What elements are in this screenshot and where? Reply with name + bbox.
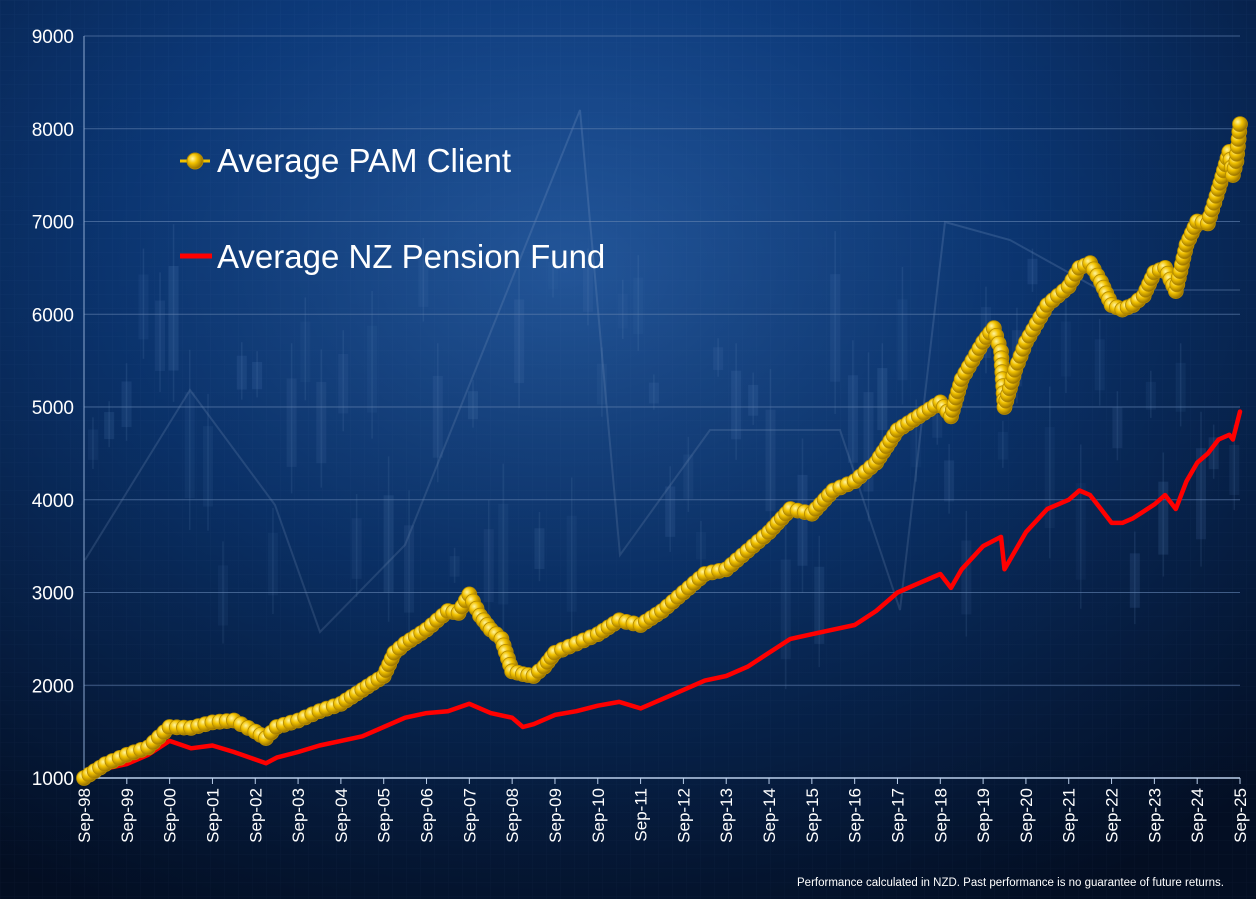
x-tick-label: Sep-17 <box>888 788 907 843</box>
x-tick-label: Sep-19 <box>974 788 993 843</box>
x-tick-label: Sep-04 <box>332 788 351 843</box>
x-tick-label: Sep-05 <box>375 788 394 843</box>
y-tick-label: 5000 <box>32 398 74 419</box>
legend-item-nz: Average NZ Pension Fund <box>180 238 605 275</box>
x-tick-label: Sep-98 <box>75 788 94 843</box>
x-tick-label: Sep-24 <box>1188 788 1207 843</box>
x-tick-label: Sep-09 <box>546 788 565 843</box>
series-pam-client <box>76 116 1248 786</box>
legend-label-pam: Average PAM Client <box>217 142 511 179</box>
x-tick-label: Sep-08 <box>503 788 522 843</box>
y-tick-label: 7000 <box>32 213 74 234</box>
x-tick-label: Sep-13 <box>717 788 736 843</box>
footnote: Performance calculated in NZD. Past perf… <box>797 877 1224 889</box>
y-tick-label: 8000 <box>32 120 74 141</box>
x-tick-label: Sep-07 <box>460 788 479 843</box>
series-nz-pension <box>81 409 1243 781</box>
legend-item-pam: Average PAM Client <box>180 142 511 179</box>
y-tick-label: 1000 <box>32 769 74 790</box>
x-tick-label: Sep-03 <box>289 788 308 843</box>
y-tick-label: 4000 <box>32 491 74 512</box>
x-tick-label: Sep-12 <box>674 788 693 843</box>
x-tick-label: Sep-00 <box>161 788 180 843</box>
y-axis: 1000 2000 3000 4000 5000 6000 7000 8000 9000 <box>32 27 85 790</box>
x-tick-label: Sep-21 <box>1060 788 1079 843</box>
x-axis: Sep-98 Sep-99 Sep-00 Sep-01 Sep-02 Sep-03 Sep-… <box>75 777 1250 843</box>
y-tick-label: 3000 <box>32 584 74 605</box>
x-tick-label: Sep-20 <box>1017 788 1036 843</box>
y-tick-label: 2000 <box>32 676 74 697</box>
x-tick-label: Sep-01 <box>203 788 222 843</box>
legend-label-nz: Average NZ Pension Fund <box>217 238 605 275</box>
legend-swatch-pam-marker <box>186 152 204 170</box>
x-tick-label: Sep-10 <box>589 788 608 843</box>
series-layer <box>76 116 1248 786</box>
x-tick-label: Sep-16 <box>846 788 865 843</box>
x-tick-label: Sep-06 <box>418 788 437 843</box>
legend: Average PAM Client Average NZ Pension Fu… <box>180 142 605 275</box>
x-tick-label: Sep-02 <box>246 788 265 843</box>
y-tick-label: 6000 <box>32 305 74 326</box>
series-nz-pension-line <box>81 409 1243 781</box>
y-tick-label: 9000 <box>32 27 74 48</box>
x-tick-label: Sep-22 <box>1103 788 1122 843</box>
x-tick-label: Sep-15 <box>803 788 822 843</box>
x-tick-label: Sep-18 <box>931 788 950 843</box>
x-tick-label: Sep-23 <box>1145 788 1164 843</box>
x-tick-label: Sep-25 <box>1231 788 1250 843</box>
x-tick-label: Sep-11 <box>632 788 651 842</box>
pam-marker <box>1232 116 1248 133</box>
x-tick-label: Sep-99 <box>118 788 137 843</box>
x-tick-label: Sep-14 <box>760 788 779 843</box>
